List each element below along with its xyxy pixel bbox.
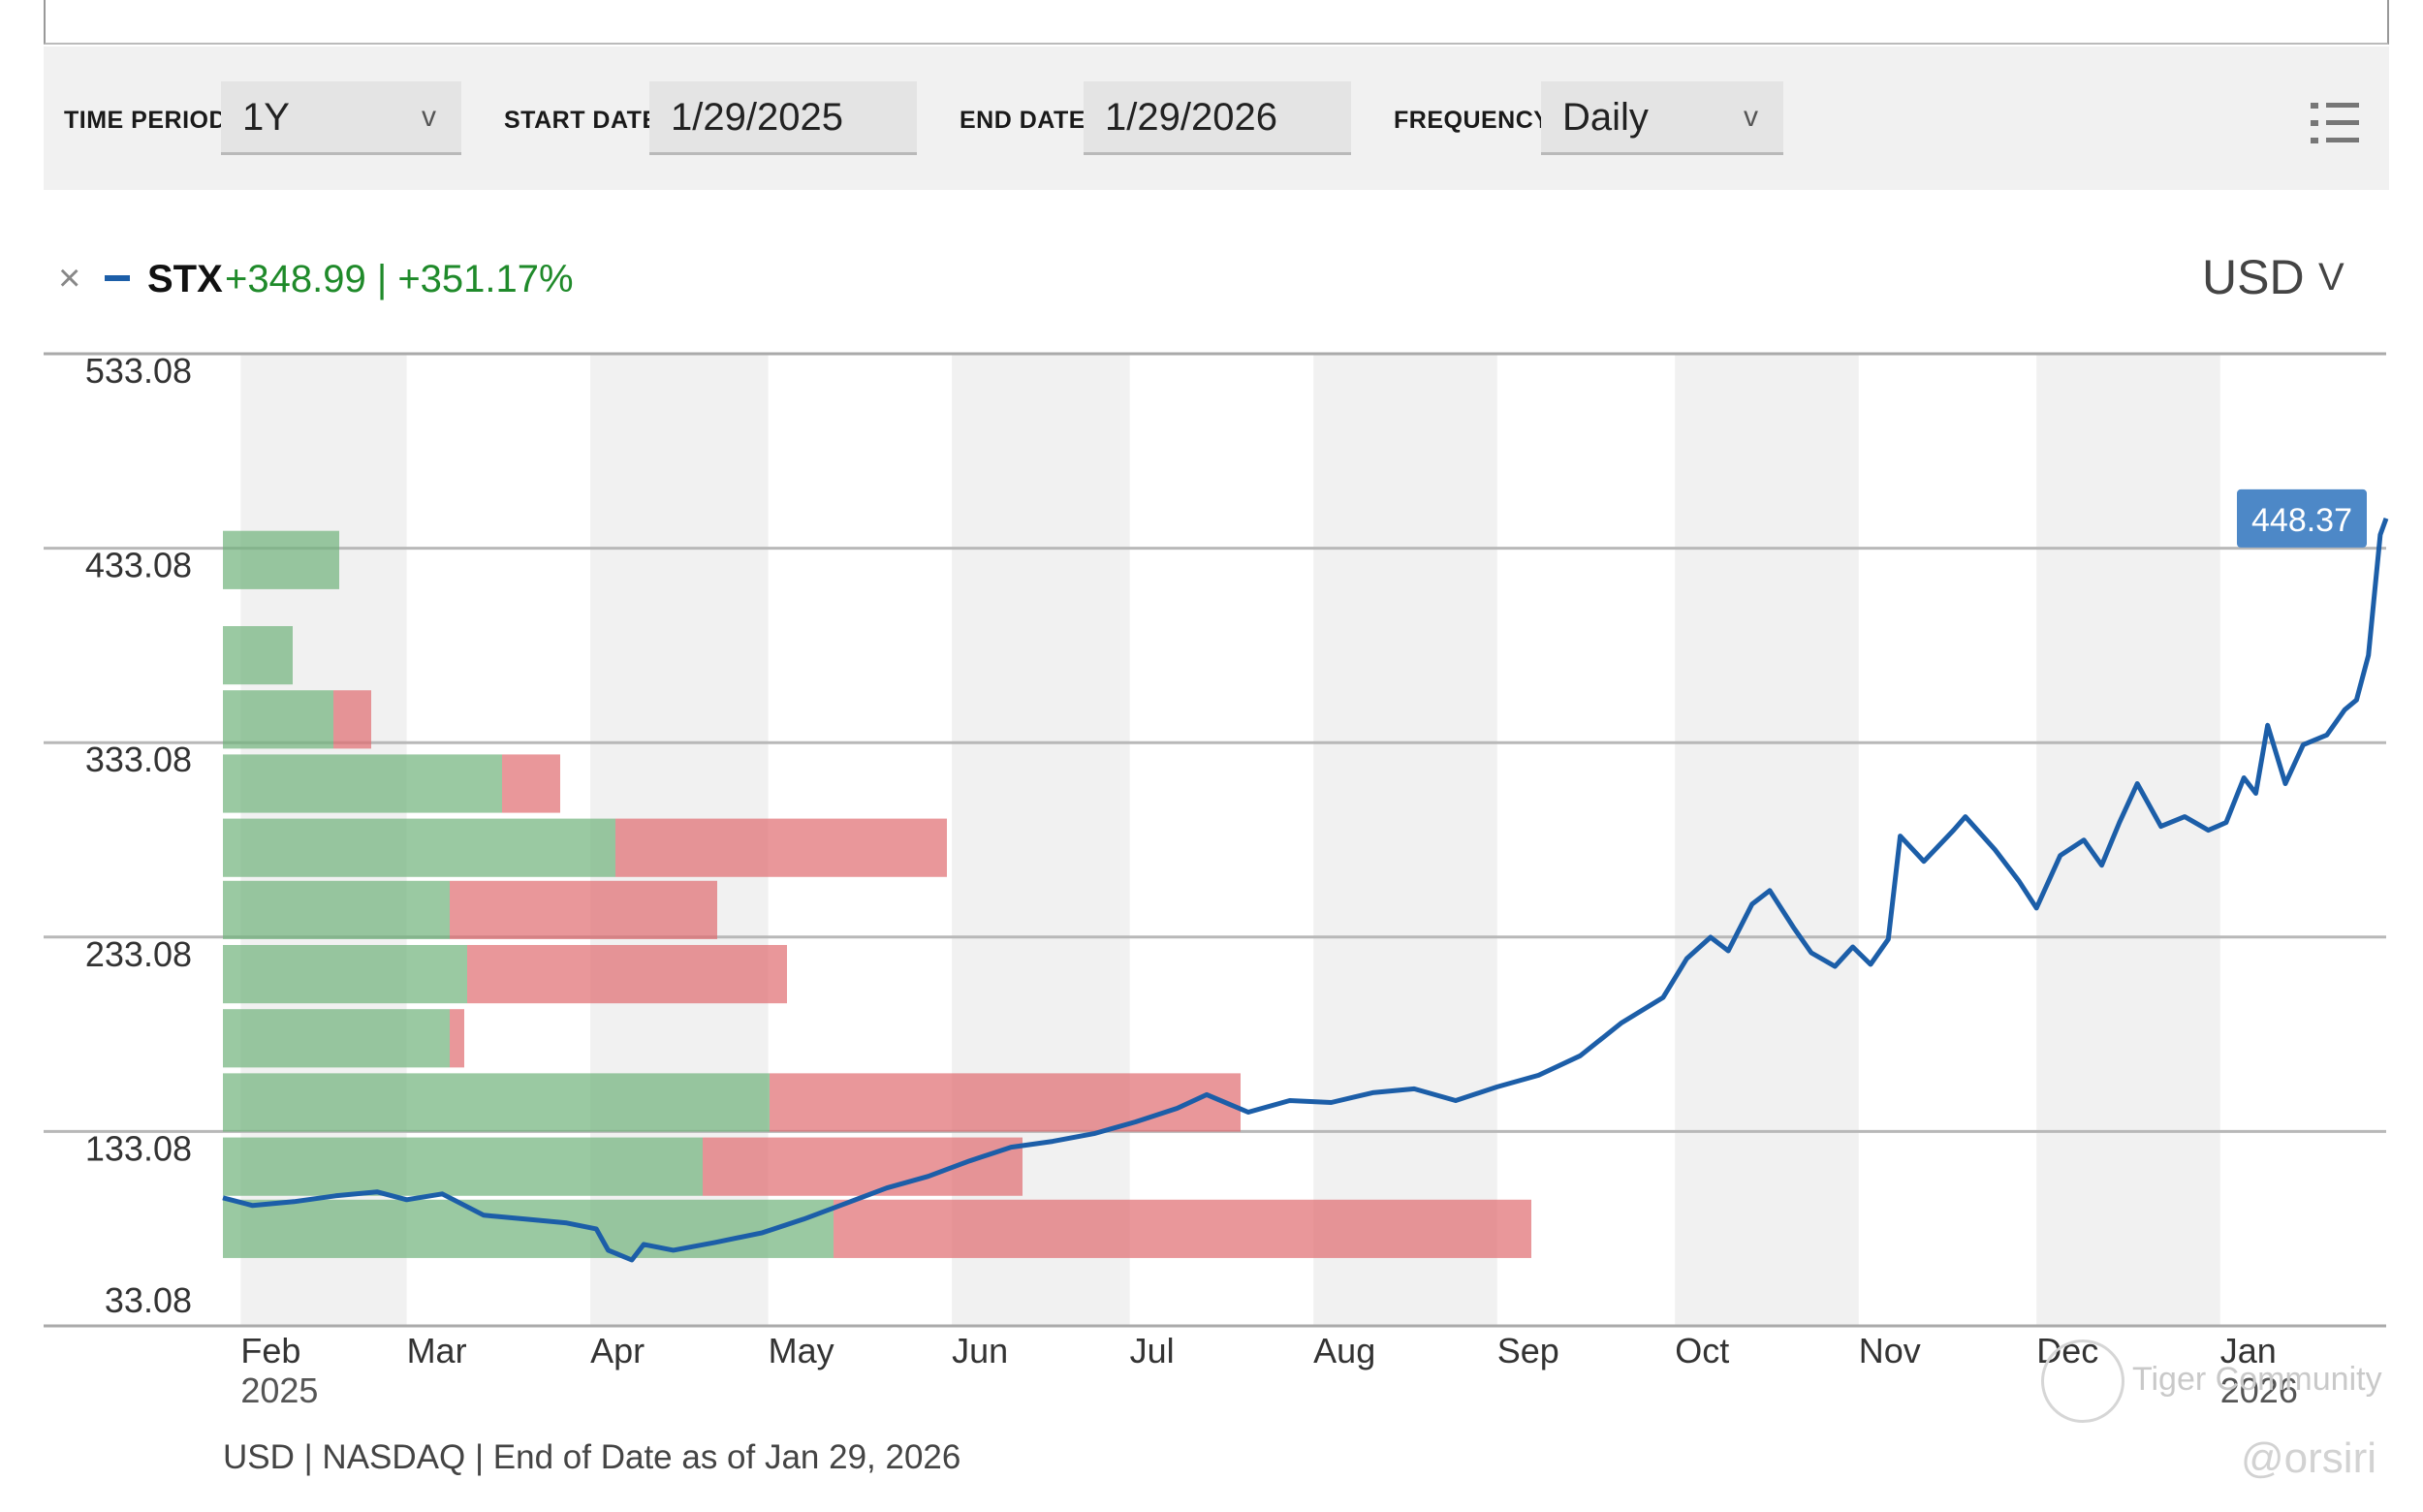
frequency-value: Daily <box>1562 96 1649 139</box>
frequency-label: FREQUENCY <box>1394 107 1551 134</box>
month-band <box>1313 354 1497 1326</box>
x-tick-label: Sep <box>1497 1331 1559 1370</box>
y-tick-label: 233.08 <box>85 934 192 974</box>
volume-down-bar <box>770 1073 1241 1132</box>
chevron-down-icon: v <box>1744 101 1758 133</box>
watermark-brand: Tiger Community <box>2132 1361 2382 1398</box>
y-tick-label: 33.08 <box>105 1280 192 1320</box>
x-tick-label: Oct <box>1675 1331 1729 1370</box>
x-tick-label: Apr <box>590 1331 645 1370</box>
volume-down-bar <box>467 944 787 1004</box>
x-tick-label: Aug <box>1313 1331 1375 1370</box>
volume-down-bar <box>502 754 560 813</box>
time-period-select[interactable]: 1Y v <box>221 81 461 155</box>
watermark-handle: @orsiri <box>2241 1434 2376 1482</box>
x-tick-label: Nov <box>1859 1331 1921 1370</box>
volume-up-bar <box>223 530 339 589</box>
y-tick-label: 533.08 <box>85 351 192 391</box>
x-tick-label: May <box>769 1331 834 1370</box>
start-date-label: START DATE <box>504 107 659 134</box>
x-tick-year: 2025 <box>240 1370 318 1410</box>
time-period-value: 1Y <box>242 96 290 139</box>
volume-down-bar <box>450 1009 464 1068</box>
volume-up-bar <box>223 880 450 939</box>
volume-down-bar <box>834 1199 1531 1258</box>
chart-top-frame <box>44 0 2389 45</box>
month-band <box>2036 354 2220 1326</box>
volume-up-bar <box>223 1073 770 1132</box>
volume-down-bar <box>450 880 717 939</box>
series-change: +348.99 | +351.17% <box>225 258 574 300</box>
start-date-value: 1/29/2025 <box>671 96 843 139</box>
volume-down-bar <box>333 690 371 749</box>
series-ticker: STX <box>147 258 223 300</box>
volume-up-bar <box>223 626 293 685</box>
watermark-seal <box>2041 1339 2124 1423</box>
series-color-swatch <box>105 275 130 281</box>
y-tick-label: 433.08 <box>85 546 192 585</box>
end-date-label: END DATE <box>960 107 1086 134</box>
volume-up-bar <box>223 754 502 813</box>
x-tick-year: 2026 <box>2220 1370 2298 1410</box>
volume-up-bar <box>223 1009 450 1068</box>
remove-series-icon[interactable]: × <box>58 257 81 299</box>
volume-up-bar <box>223 944 467 1004</box>
price-series-line <box>222 518 2389 1263</box>
x-tick-label: Jul <box>1130 1331 1175 1370</box>
last-price-text: 448.37 <box>2251 502 2352 539</box>
chevron-down-icon[interactable]: V <box>2318 256 2344 299</box>
volume-up-bar <box>223 690 333 749</box>
last-price-badge <box>2237 488 2367 548</box>
chart-footer: USD | NASDAQ | End of Date as of Jan 29,… <box>223 1438 961 1476</box>
y-tick-label: 333.08 <box>85 740 192 779</box>
price-line <box>222 518 2389 1263</box>
last-price-label: 448.37 <box>2237 488 2367 548</box>
chevron-down-icon: v <box>422 101 436 133</box>
time-period-label: TIME PERIOD <box>64 107 228 134</box>
list-menu-icon[interactable] <box>2311 101 2361 147</box>
end-date-value: 1/29/2026 <box>1105 96 1277 139</box>
x-tick-label: Feb <box>240 1331 300 1370</box>
volume-down-bar <box>615 818 947 877</box>
currency-select[interactable]: USD <box>2202 250 2305 304</box>
start-date-input[interactable]: 1/29/2025 <box>649 81 917 155</box>
volume-up-bar <box>223 1199 834 1258</box>
x-tick-label: Jun <box>952 1331 1008 1370</box>
volume-up-bar <box>223 1137 703 1196</box>
volume-up-bar <box>223 818 615 877</box>
frequency-select[interactable]: Daily v <box>1541 81 1783 155</box>
end-date-input[interactable]: 1/29/2026 <box>1084 81 1351 155</box>
x-tick-label: Jan <box>2220 1331 2277 1370</box>
month-band <box>1675 354 1859 1326</box>
x-tick-label: Mar <box>407 1331 467 1370</box>
volume-down-bar <box>703 1137 1023 1196</box>
y-axis-labels: 533.08 433.08 333.08 233.08 133.08 33.08 <box>85 351 192 1320</box>
volume-profile <box>223 530 1531 1258</box>
y-tick-label: 133.08 <box>85 1128 192 1168</box>
